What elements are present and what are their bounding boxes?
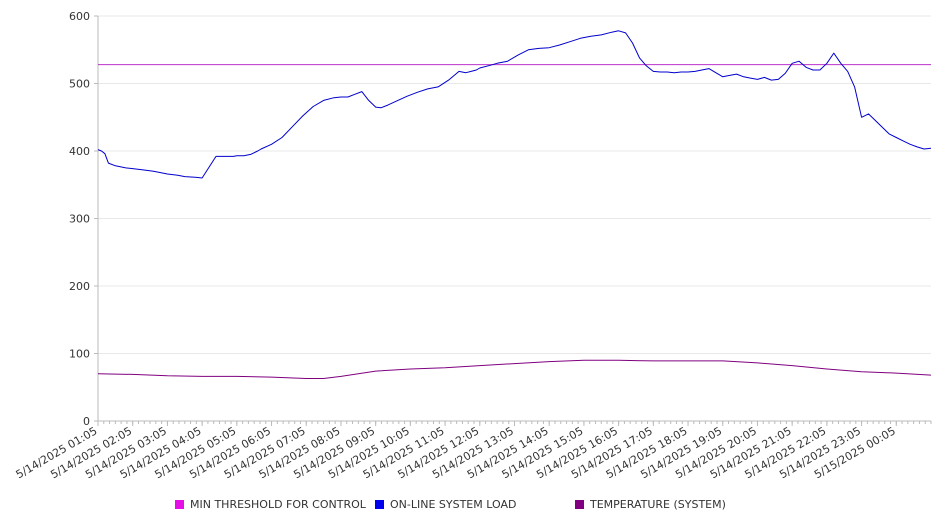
legend-label-threshold: MIN THRESHOLD FOR CONTROL xyxy=(190,498,366,511)
legend-swatch-threshold xyxy=(175,500,184,509)
y-tick-label: 400 xyxy=(69,145,90,158)
legend-swatch-temperature xyxy=(575,500,584,509)
legend-item-temperature[interactable]: TEMPERATURE (SYSTEM) xyxy=(575,498,726,511)
y-tick-label: 200 xyxy=(69,280,90,293)
legend-swatch-load xyxy=(375,500,384,509)
y-tick-label: 100 xyxy=(69,348,90,361)
series-layer xyxy=(97,30,932,379)
y-tick-labels: 0 100 200 300 400 500 600 xyxy=(69,10,90,428)
legend-label-temperature: TEMPERATURE (SYSTEM) xyxy=(590,498,726,511)
axes xyxy=(94,15,932,426)
x-tick-labels: 5/14/2025 01:055/14/2025 02:055/14/2025 … xyxy=(14,424,898,481)
y-tick-label: 600 xyxy=(69,10,90,23)
y-tick-label: 300 xyxy=(69,213,90,226)
legend-item-threshold[interactable]: MIN THRESHOLD FOR CONTROL xyxy=(175,498,366,511)
legend: MIN THRESHOLD FOR CONTROL ON-LINE SYSTEM… xyxy=(0,498,946,514)
y-tick-label: 0 xyxy=(83,415,90,428)
temperature-series-line xyxy=(97,359,932,379)
gridlines xyxy=(98,15,931,354)
y-tick-label: 500 xyxy=(69,78,90,91)
load-series-line xyxy=(97,30,932,179)
legend-label-load: ON-LINE SYSTEM LOAD xyxy=(390,498,517,511)
legend-item-load[interactable]: ON-LINE SYSTEM LOAD xyxy=(375,498,516,511)
